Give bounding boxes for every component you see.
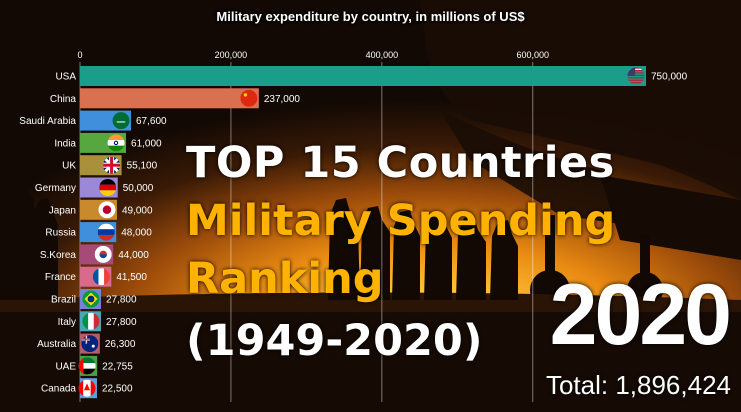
x-tick-label: 600,000 bbox=[517, 50, 550, 60]
flag-saudi-arabia-icon bbox=[112, 112, 130, 130]
value-label: 61,000 bbox=[131, 138, 162, 149]
value-label: 27,800 bbox=[106, 295, 137, 306]
total-label: Total: 1,896,424 bbox=[545, 370, 731, 400]
category-label: China bbox=[50, 94, 77, 105]
category-label: Canada bbox=[41, 384, 76, 395]
flag-brazil-icon bbox=[82, 290, 100, 308]
flag-uae-icon bbox=[78, 357, 96, 375]
flag-france-icon bbox=[92, 268, 110, 286]
flag-germany-icon bbox=[99, 179, 117, 196]
category-label: UAE bbox=[55, 361, 76, 372]
overlay-line-3: Ranking bbox=[186, 254, 384, 304]
bar bbox=[80, 88, 259, 109]
category-label: Australia bbox=[37, 339, 76, 350]
category-label: Brazil bbox=[51, 295, 76, 306]
flag-canada-icon bbox=[78, 379, 96, 397]
overlay-line-2: Military Spending bbox=[186, 196, 616, 246]
overlay-line-4: (1949-2020) bbox=[186, 316, 483, 366]
flag-uk-icon bbox=[103, 156, 121, 174]
flag-india-icon bbox=[107, 134, 125, 152]
category-label: France bbox=[45, 272, 77, 283]
flag-china-icon bbox=[240, 89, 258, 107]
overlay-line-1: TOP 15 Countries bbox=[186, 138, 615, 188]
value-label: 67,600 bbox=[136, 116, 167, 127]
category-label: Saudi Arabia bbox=[19, 116, 76, 127]
value-label: 237,000 bbox=[264, 94, 301, 105]
value-label: 49,000 bbox=[122, 205, 153, 216]
flag-australia-icon bbox=[81, 335, 99, 353]
flag-south-korea-icon bbox=[94, 245, 112, 263]
bar bbox=[80, 66, 646, 86]
category-label: Germany bbox=[35, 183, 76, 194]
category-label: Russia bbox=[45, 228, 76, 239]
value-label: 22,755 bbox=[102, 361, 133, 372]
year-label: 2020 bbox=[549, 267, 732, 363]
value-label: 26,300 bbox=[105, 339, 136, 350]
value-label: 50,000 bbox=[123, 183, 154, 194]
category-label: Italy bbox=[58, 317, 76, 328]
value-label: 27,800 bbox=[106, 317, 137, 328]
flag-japan-icon bbox=[98, 201, 116, 219]
flag-italy-icon bbox=[82, 312, 100, 330]
chart-title: Military expenditure by country, in mill… bbox=[216, 9, 525, 24]
flag-usa-icon bbox=[627, 67, 645, 84]
category-label: UK bbox=[62, 161, 76, 172]
value-label: 41,500 bbox=[116, 272, 147, 283]
x-tick-label: 400,000 bbox=[366, 50, 399, 60]
value-label: 55,100 bbox=[127, 161, 158, 172]
category-label: S.Korea bbox=[40, 250, 77, 261]
category-label: India bbox=[54, 138, 76, 149]
x-tick-label: 200,000 bbox=[215, 50, 248, 60]
category-label: Japan bbox=[49, 205, 76, 216]
category-label: USA bbox=[55, 72, 76, 83]
flag-russia-icon bbox=[97, 223, 115, 241]
value-label: 22,500 bbox=[102, 384, 133, 395]
value-label: 44,000 bbox=[118, 250, 149, 261]
x-tick-label: 0 bbox=[77, 50, 82, 60]
value-label: 750,000 bbox=[651, 72, 688, 83]
value-label: 48,000 bbox=[121, 228, 152, 239]
